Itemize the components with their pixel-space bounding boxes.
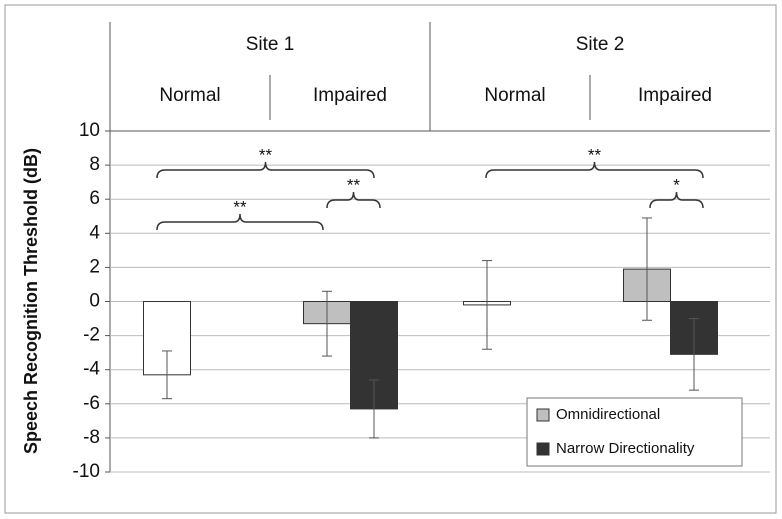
legend-label: Omnidirectional <box>556 406 660 423</box>
bracket <box>649 191 704 209</box>
annotation: ** <box>259 145 273 164</box>
y-tick-label: -2 <box>83 325 100 346</box>
y-tick-label: -10 <box>73 461 100 482</box>
y-tick-label: -6 <box>83 393 100 414</box>
y-tick-label: 8 <box>89 154 100 175</box>
y-tick-label: 0 <box>89 291 100 312</box>
y-tick-label: 10 <box>79 120 100 141</box>
group-label: Site 1 <box>246 34 295 55</box>
legend-swatch <box>536 408 550 422</box>
group-label: Site 2 <box>576 34 625 55</box>
y-tick-label: -8 <box>83 427 100 448</box>
bracket <box>326 191 381 209</box>
y-tick-label: -4 <box>83 359 100 380</box>
legend-swatch <box>536 442 550 456</box>
bracket <box>156 213 324 231</box>
y-tick-label: 4 <box>89 222 100 243</box>
x-category-label: Normal <box>159 85 220 106</box>
legend-label: Narrow Directionality <box>556 440 695 457</box>
y-tick-label: 6 <box>89 188 100 209</box>
x-category-label: Normal <box>484 85 545 106</box>
annotation: ** <box>588 145 602 164</box>
annotation: ** <box>233 197 247 216</box>
x-category-label: Impaired <box>638 85 712 106</box>
bracket <box>156 161 375 179</box>
y-tick-label: 2 <box>89 256 100 277</box>
bracket <box>485 161 704 179</box>
y-axis-title: Speech Recognition Threshold (dB) <box>21 148 41 454</box>
x-category-label: Impaired <box>313 85 387 106</box>
legend <box>526 397 743 467</box>
annotation: ** <box>347 175 361 194</box>
annotation: * <box>673 175 680 194</box>
